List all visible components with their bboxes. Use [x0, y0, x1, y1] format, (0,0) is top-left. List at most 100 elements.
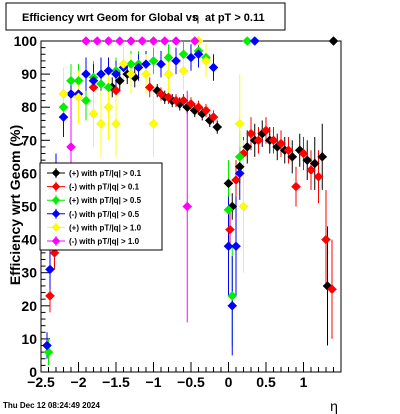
data-point-series-5	[103, 102, 114, 113]
data-point-series-3	[66, 75, 76, 86]
data-point-series-6	[92, 36, 103, 46]
data-point-series-4	[66, 89, 76, 99]
data-point-series-5	[96, 118, 106, 129]
legend-label: (-) with pT/|q| > 0.1	[69, 183, 140, 192]
data-point-series-2	[88, 82, 99, 93]
data-point-series-3	[148, 56, 159, 66]
data-point-series-5	[163, 69, 174, 79]
legend-label: (-) with pT/|q| > 0.5	[69, 210, 140, 219]
legend-label: (-) with pT/|q| > 1.0	[69, 237, 140, 246]
y-tick-label: 90	[21, 66, 37, 82]
data-point-series-6	[103, 36, 114, 46]
y-tick-label: 40	[21, 232, 37, 248]
data-point-series-4	[88, 75, 99, 86]
data-point-series-6	[182, 201, 193, 212]
data-point-series-6	[114, 36, 125, 46]
y-tick-label: 70	[21, 132, 37, 148]
legend-label: (+) with pT/|q| > 0.1	[69, 169, 142, 178]
x-tick-label: 0	[225, 374, 233, 390]
x-tick-label: 0.5	[256, 374, 276, 390]
y-axis-label: Efficiency wrt Geom (%)	[7, 125, 23, 285]
data-point-series-5	[73, 92, 84, 103]
data-point-series-5	[148, 118, 159, 129]
data-point-series-4	[96, 69, 106, 79]
data-point-series-3	[96, 79, 106, 89]
legend-marker	[51, 168, 61, 178]
data-point-series-4	[223, 241, 234, 252]
data-point-series-5	[201, 56, 211, 66]
y-tick-label: 30	[21, 265, 37, 281]
data-point-series-3	[163, 52, 174, 63]
data-point-series-1	[328, 36, 339, 46]
data-point-series-1	[114, 75, 125, 86]
data-point-series-5	[58, 89, 69, 99]
data-point-series-1	[302, 155, 313, 166]
data-point-series-3	[234, 151, 245, 162]
data-point-series-6	[137, 36, 148, 46]
data-point-series-3	[73, 75, 84, 86]
data-point-series-4	[227, 300, 238, 311]
x-tick-label: −0.5	[177, 374, 205, 390]
data-point-series-4	[249, 36, 260, 46]
data-point-series-5	[126, 69, 136, 79]
data-markers	[42, 36, 339, 357]
data-point-series-4	[171, 56, 181, 66]
data-point-series-3	[227, 291, 238, 301]
data-point-series-4	[45, 264, 55, 275]
data-point-series-4	[186, 52, 196, 63]
data-point-series-4	[81, 69, 91, 79]
data-point-series-5	[88, 108, 99, 119]
data-point-series-1	[287, 151, 298, 162]
y-tick-label: 80	[21, 99, 37, 115]
data-point-series-6	[66, 142, 76, 152]
x-axis-label: η	[330, 398, 338, 414]
legend-box	[39, 162, 163, 251]
data-point-series-2	[201, 105, 211, 116]
data-point-series-2	[163, 92, 174, 103]
data-point-series-2	[111, 85, 121, 96]
x-tick-label: 1	[300, 374, 308, 390]
data-point-series-4	[193, 49, 204, 60]
y-tick-label: 20	[21, 298, 37, 314]
legend-marker	[51, 236, 61, 246]
data-point-series-2	[261, 125, 271, 136]
data-point-series-4	[58, 112, 69, 122]
data-point-series-2	[306, 165, 316, 175]
data-point-series-4	[111, 69, 121, 79]
footer-timestamp: Thu Dec 12 08:24:49 2024	[3, 401, 100, 410]
data-point-series-2	[186, 99, 196, 109]
legend-marker	[51, 195, 61, 205]
data-point-series-4	[141, 59, 151, 70]
data-point-series-3	[223, 204, 234, 215]
x-tick-label: −2.5	[27, 374, 55, 390]
y-tick-labels: 0 10 20 30 40 50 60 70 80 90 100	[14, 33, 38, 380]
data-point-series-2	[291, 181, 301, 192]
data-point-series-4	[133, 62, 144, 73]
data-point-series-5	[118, 59, 129, 70]
legend-label: (+) with pT/|q| > 1.0	[69, 223, 142, 232]
data-point-series-2	[225, 224, 235, 235]
data-point-series-2	[231, 175, 241, 185]
chart-title-eta-symbol: η	[193, 12, 199, 24]
data-point-series-3	[242, 36, 253, 46]
data-point-series-6	[126, 36, 136, 46]
data-point-series-5	[111, 118, 121, 129]
data-point-series-6	[189, 36, 200, 46]
data-point-series-2	[144, 82, 155, 93]
data-point-series-2	[283, 145, 294, 156]
data-point-series-4	[208, 62, 219, 73]
data-point-series-3	[103, 82, 114, 93]
x-tick-label: −2	[71, 374, 87, 390]
data-point-series-2	[178, 95, 189, 106]
legend-marker	[51, 209, 61, 219]
data-point-series-2	[49, 247, 60, 258]
data-point-series-2	[321, 234, 331, 245]
data-point-series-2	[171, 95, 181, 106]
data-point-series-1	[309, 158, 320, 169]
data-point-series-2	[193, 102, 204, 113]
data-point-series-2	[253, 135, 264, 146]
data-point-series-4	[42, 340, 52, 351]
data-point-series-1	[223, 178, 234, 189]
legend-marker	[51, 182, 61, 191]
